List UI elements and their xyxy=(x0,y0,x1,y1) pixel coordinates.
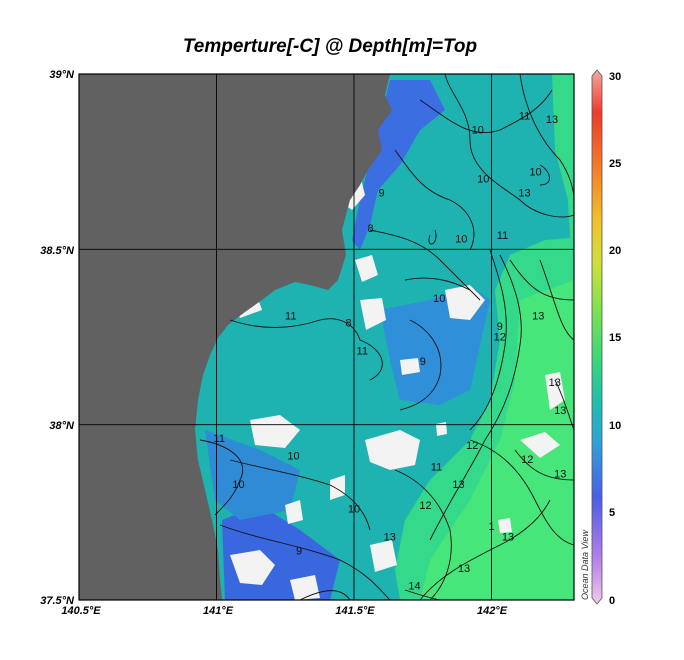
contour-label: 10 xyxy=(472,125,484,137)
colorbar-tick-label: 30 xyxy=(609,71,621,83)
contour-label: 9 xyxy=(497,321,503,333)
contour-label: 11 xyxy=(497,230,508,242)
contour-label: 10 xyxy=(287,451,299,463)
contour-label: 12 xyxy=(466,440,478,452)
contour-label: 13 xyxy=(458,563,470,575)
contour-label: 10 xyxy=(529,167,541,179)
x-axis: 140.5°E 141°E 141.5°E 142°E xyxy=(61,605,507,617)
contour-label: 9 xyxy=(296,545,302,557)
y-tick-label: 39°N xyxy=(49,69,75,81)
x-tick-label: 142°E xyxy=(477,605,508,617)
contour-label: 11 xyxy=(357,346,368,358)
y-tick-label: 37.5°N xyxy=(40,595,75,607)
contour-label: 10 xyxy=(477,174,489,186)
contour-label: 11 xyxy=(214,433,225,445)
contour-label: 13 xyxy=(546,114,558,126)
contour-label: 11 xyxy=(431,461,442,473)
contour-label: 13 xyxy=(452,479,464,491)
contour-label: 13 xyxy=(518,188,530,200)
colorbar-tick-label: 10 xyxy=(609,420,621,432)
plot-frame xyxy=(78,73,575,601)
contour-label: 13 xyxy=(549,377,561,389)
contour-label: 13 xyxy=(384,531,396,543)
contour-label: 12 xyxy=(419,500,431,512)
colorbar: 30 25 20 15 10 5 0 xyxy=(591,69,621,607)
contour-label: 14 xyxy=(408,580,420,592)
colorbar-tick-label: 25 xyxy=(609,158,621,170)
grid-lines xyxy=(79,74,574,600)
contour-label: 10 xyxy=(232,479,244,491)
x-tick-label: 141.5°E xyxy=(335,605,375,617)
colorbar-tick-label: 0 xyxy=(609,595,615,607)
contour-label: 13 xyxy=(532,310,544,322)
contour-label: 10 xyxy=(455,233,467,245)
contour-label: 13 xyxy=(502,531,514,543)
land-mass xyxy=(79,74,392,600)
y-axis: 39°N 38.5°N 38°N 37.5°N xyxy=(40,69,75,607)
contour-label: 10 xyxy=(433,293,445,305)
plot-area: 10 11 13 10 10 13 9 8 10 11 10 11 8 9 13 12 11 9 13 13 11 10 1… xyxy=(79,74,574,600)
contour-label: 13 xyxy=(554,468,566,480)
y-tick-label: 38°N xyxy=(49,420,75,432)
contour-label: 8 xyxy=(345,317,351,329)
contour-lines xyxy=(199,74,574,600)
colorbar-tick-label: 15 xyxy=(609,332,621,344)
cold-water-north xyxy=(352,80,445,250)
contour-label: 9 xyxy=(378,188,384,200)
credit-label: Ocean Data View xyxy=(580,530,590,600)
contour-label: 12 xyxy=(521,454,533,466)
contour-label: 12 xyxy=(494,332,506,344)
colorbar-tick-label: 20 xyxy=(609,245,621,257)
contour-label: 8 xyxy=(367,223,373,235)
contour-label: 13 xyxy=(554,405,566,417)
contour-label: 9 xyxy=(420,356,426,368)
contour-label: 11 xyxy=(285,310,296,322)
x-tick-label: 141°E xyxy=(203,605,234,617)
colorbar-ramp xyxy=(591,69,603,605)
cold-water-sw xyxy=(205,430,300,520)
x-tick-label: 140.5°E xyxy=(61,605,101,617)
contour-label: 11 xyxy=(519,111,530,123)
colorbar-tick-label: 5 xyxy=(609,507,615,519)
y-tick-label: 38.5°N xyxy=(40,245,75,257)
chart-title: Temperture[-C] @ Depth[m]=Top xyxy=(182,36,478,57)
